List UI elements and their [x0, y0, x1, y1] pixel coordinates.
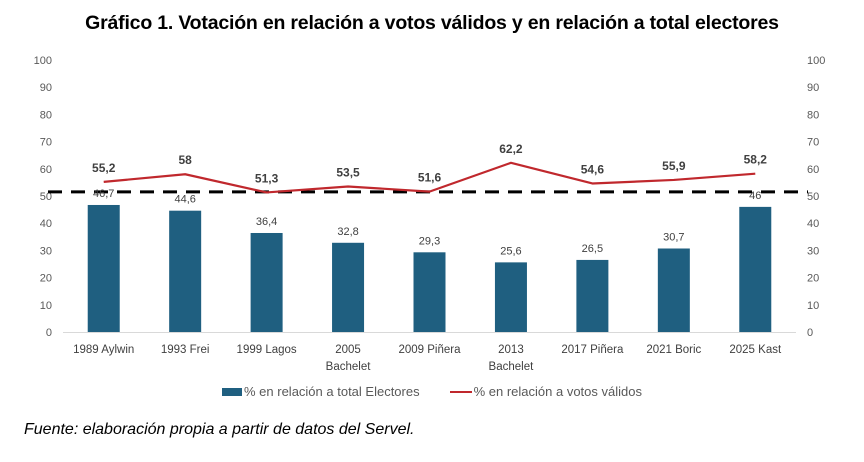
- line-data-label: 51,3: [255, 171, 279, 185]
- line-data-label: 58: [178, 153, 192, 167]
- x-tick-label: 2013: [498, 344, 524, 356]
- x-tick-label: Bachelet: [326, 361, 372, 373]
- bar: [494, 262, 527, 332]
- bar-data-label: 32,8: [337, 226, 358, 238]
- line-data-label: 55,2: [92, 161, 116, 175]
- y2-tick-label: 20: [807, 273, 819, 285]
- bar-data-label: 36,4: [256, 216, 277, 228]
- legend: % en relación a total Electores % en rel…: [0, 384, 864, 399]
- legend-item-bar: % en relación a total Electores: [222, 384, 420, 399]
- line-data-label: 58,2: [744, 153, 768, 167]
- x-tick-label: 2009 Piñera: [398, 344, 461, 356]
- y2-tick-label: 90: [807, 82, 819, 94]
- y-tick-label: 40: [40, 218, 52, 230]
- legend-swatch-bar: [222, 387, 242, 396]
- y-tick-label: 30: [40, 245, 52, 257]
- y-tick-label: 80: [40, 109, 52, 121]
- x-tick-label: 1999 Lagos: [237, 344, 297, 356]
- x-tick-label: 1993 Frei: [161, 344, 210, 356]
- bar: [657, 248, 690, 332]
- legend-swatch-line: [449, 390, 472, 393]
- y2-tick-label: 30: [807, 245, 819, 257]
- bar: [739, 206, 772, 332]
- bar-data-label: 29,3: [419, 235, 440, 247]
- bar: [250, 232, 283, 332]
- bar-data-label: 25,6: [500, 245, 521, 257]
- legend-label-bar: % en relación a total Electores: [244, 384, 420, 399]
- legend-label-line: % en relación a votos válidos: [473, 384, 642, 399]
- line-data-label: 53,5: [336, 165, 360, 179]
- bar: [576, 259, 609, 332]
- line-data-label: 54,6: [581, 162, 605, 176]
- y2-tick-label: 50: [807, 191, 819, 203]
- bar-data-label: 46: [749, 190, 761, 202]
- bar-data-label: 46,7: [93, 188, 114, 200]
- x-tick-label: 2025 Kast: [729, 344, 782, 356]
- y2-tick-label: 60: [807, 164, 819, 176]
- bar: [413, 252, 446, 332]
- y2-tick-label: 80: [807, 109, 819, 121]
- x-tick-label: 2005: [335, 344, 361, 356]
- legend-item-line: % en relación a votos válidos: [449, 384, 642, 399]
- bar: [169, 210, 202, 332]
- y2-tick-label: 10: [807, 300, 819, 312]
- bar-data-label: 30,7: [663, 231, 684, 243]
- y2-tick-label: 40: [807, 218, 819, 230]
- bar-data-label: 26,5: [582, 243, 603, 255]
- y2-tick-label: 70: [807, 137, 819, 149]
- y-tick-label: 100: [34, 55, 52, 67]
- y-tick-label: 90: [40, 82, 52, 94]
- x-tick-label: 2021 Boric: [646, 344, 701, 356]
- line-data-label: 55,9: [662, 159, 686, 173]
- line-data-label: 51,6: [418, 171, 442, 185]
- source-note: Fuente: elaboración propia a partir de d…: [24, 421, 415, 438]
- y-tick-label: 0: [46, 327, 52, 339]
- bar-data-label: 44,6: [174, 194, 195, 206]
- x-tick-label: 2017 Piñera: [561, 344, 624, 356]
- y-tick-label: 10: [40, 300, 52, 312]
- y-tick-label: 60: [40, 164, 52, 176]
- y-tick-label: 70: [40, 137, 52, 149]
- line-data-label: 62,2: [499, 142, 523, 156]
- bar: [87, 204, 120, 332]
- y2-tick-label: 100: [807, 55, 825, 67]
- chart-title: Gráfico 1. Votación en relación a votos …: [85, 12, 779, 34]
- y2-tick-label: 0: [807, 327, 813, 339]
- bar: [332, 242, 365, 332]
- y-tick-label: 20: [40, 273, 52, 285]
- x-tick-label: 1989 Aylwin: [73, 344, 134, 356]
- x-tick-label: Bachelet: [489, 361, 535, 373]
- y-tick-label: 50: [40, 191, 52, 203]
